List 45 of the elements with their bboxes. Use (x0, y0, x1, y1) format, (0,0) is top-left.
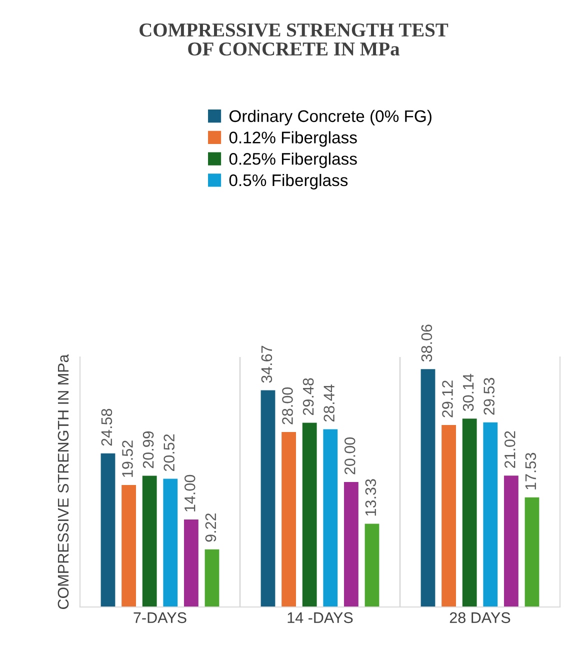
data-label: 20.99 (142, 431, 154, 468)
data-label: 19.52 (122, 440, 133, 477)
data-label: 30.14 (462, 374, 474, 412)
x-tick-label: 28 DAYS (450, 612, 510, 624)
bar (420, 369, 436, 607)
bar (204, 549, 220, 607)
data-label: 14.00 (184, 474, 196, 512)
bar (100, 453, 116, 607)
bar (282, 432, 296, 607)
y-axis-title: COMPRESSIVE STRENGTH IN MPa (58, 354, 69, 609)
data-label: 9.22 (205, 513, 216, 542)
bar (442, 425, 456, 607)
data-label: 38.06 (421, 324, 432, 362)
data-label: 29.12 (442, 380, 453, 418)
bar (260, 390, 276, 607)
bar (323, 429, 338, 607)
legend-label: 0.5% Fiberglass (229, 174, 348, 190)
legend-label: 0.25% Fiberglass (229, 152, 357, 168)
data-label: 17.53 (525, 452, 536, 490)
bar (483, 422, 498, 607)
chart-title: COMPRESSIVE STRENGTH TEST OF CONCRETE IN MPa (140, 24, 448, 56)
legend-label: 0.12% Fiberglass (229, 131, 357, 147)
bar (163, 478, 178, 607)
x-tick-label: 7-DAYS (134, 612, 186, 624)
legend-label: Ordinary Concrete (0% FG) (230, 110, 432, 126)
data-label: 21.02 (504, 431, 516, 468)
data-label: 29.53 (484, 378, 494, 415)
bar (302, 422, 317, 607)
data-label: 13.33 (365, 479, 376, 516)
bar (524, 497, 540, 607)
bar (344, 482, 358, 607)
data-label: 29.48 (302, 378, 314, 416)
bar (504, 476, 518, 607)
data-label: 34.67 (261, 346, 272, 383)
bar (142, 476, 157, 607)
bar (122, 485, 136, 607)
data-label: 20.52 (164, 434, 174, 472)
bar (462, 418, 477, 607)
data-label: 24.58 (101, 408, 112, 446)
bar (364, 524, 380, 607)
data-label: 28.44 (324, 384, 334, 422)
bar (184, 520, 198, 607)
x-tick-label: 14 -DAYS (288, 612, 353, 624)
data-label: 28.00 (282, 387, 293, 424)
data-label: 20.00 (344, 437, 356, 474)
